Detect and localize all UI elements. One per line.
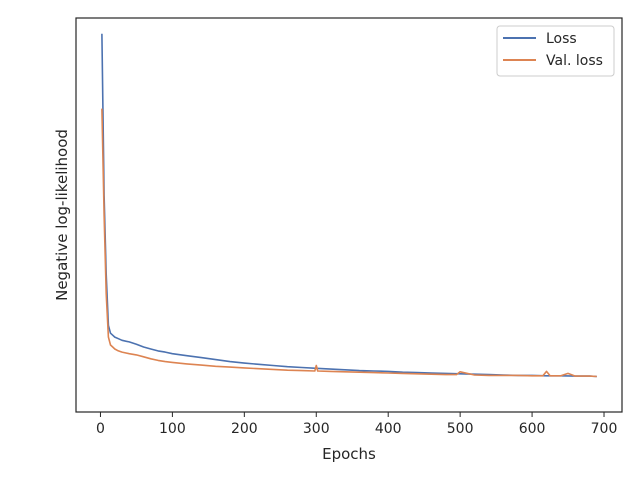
legend-label-loss: Loss [546, 31, 577, 47]
series-line-val-loss [101, 108, 597, 378]
legend: Loss Val. loss [496, 25, 615, 77]
y-axis-label: Negative log-likelihood [53, 129, 71, 301]
legend-label-val-loss: Val. loss [546, 53, 603, 69]
x-axis-label: Epochs [322, 445, 376, 463]
x-tick-label: 300 [303, 421, 330, 437]
x-tick-label: 100 [159, 421, 186, 437]
x-tick-label: 500 [447, 421, 474, 437]
series-layer [101, 33, 597, 378]
x-axis-ticks: 0 100 200 300 400 500 600 700 [96, 412, 617, 437]
x-tick-label: 0 [96, 421, 105, 437]
x-tick-label: 400 [375, 421, 402, 437]
x-tick-label: 700 [591, 421, 618, 437]
x-tick-label: 200 [231, 421, 258, 437]
x-tick-label: 600 [519, 421, 546, 437]
plot-frame [75, 17, 623, 413]
